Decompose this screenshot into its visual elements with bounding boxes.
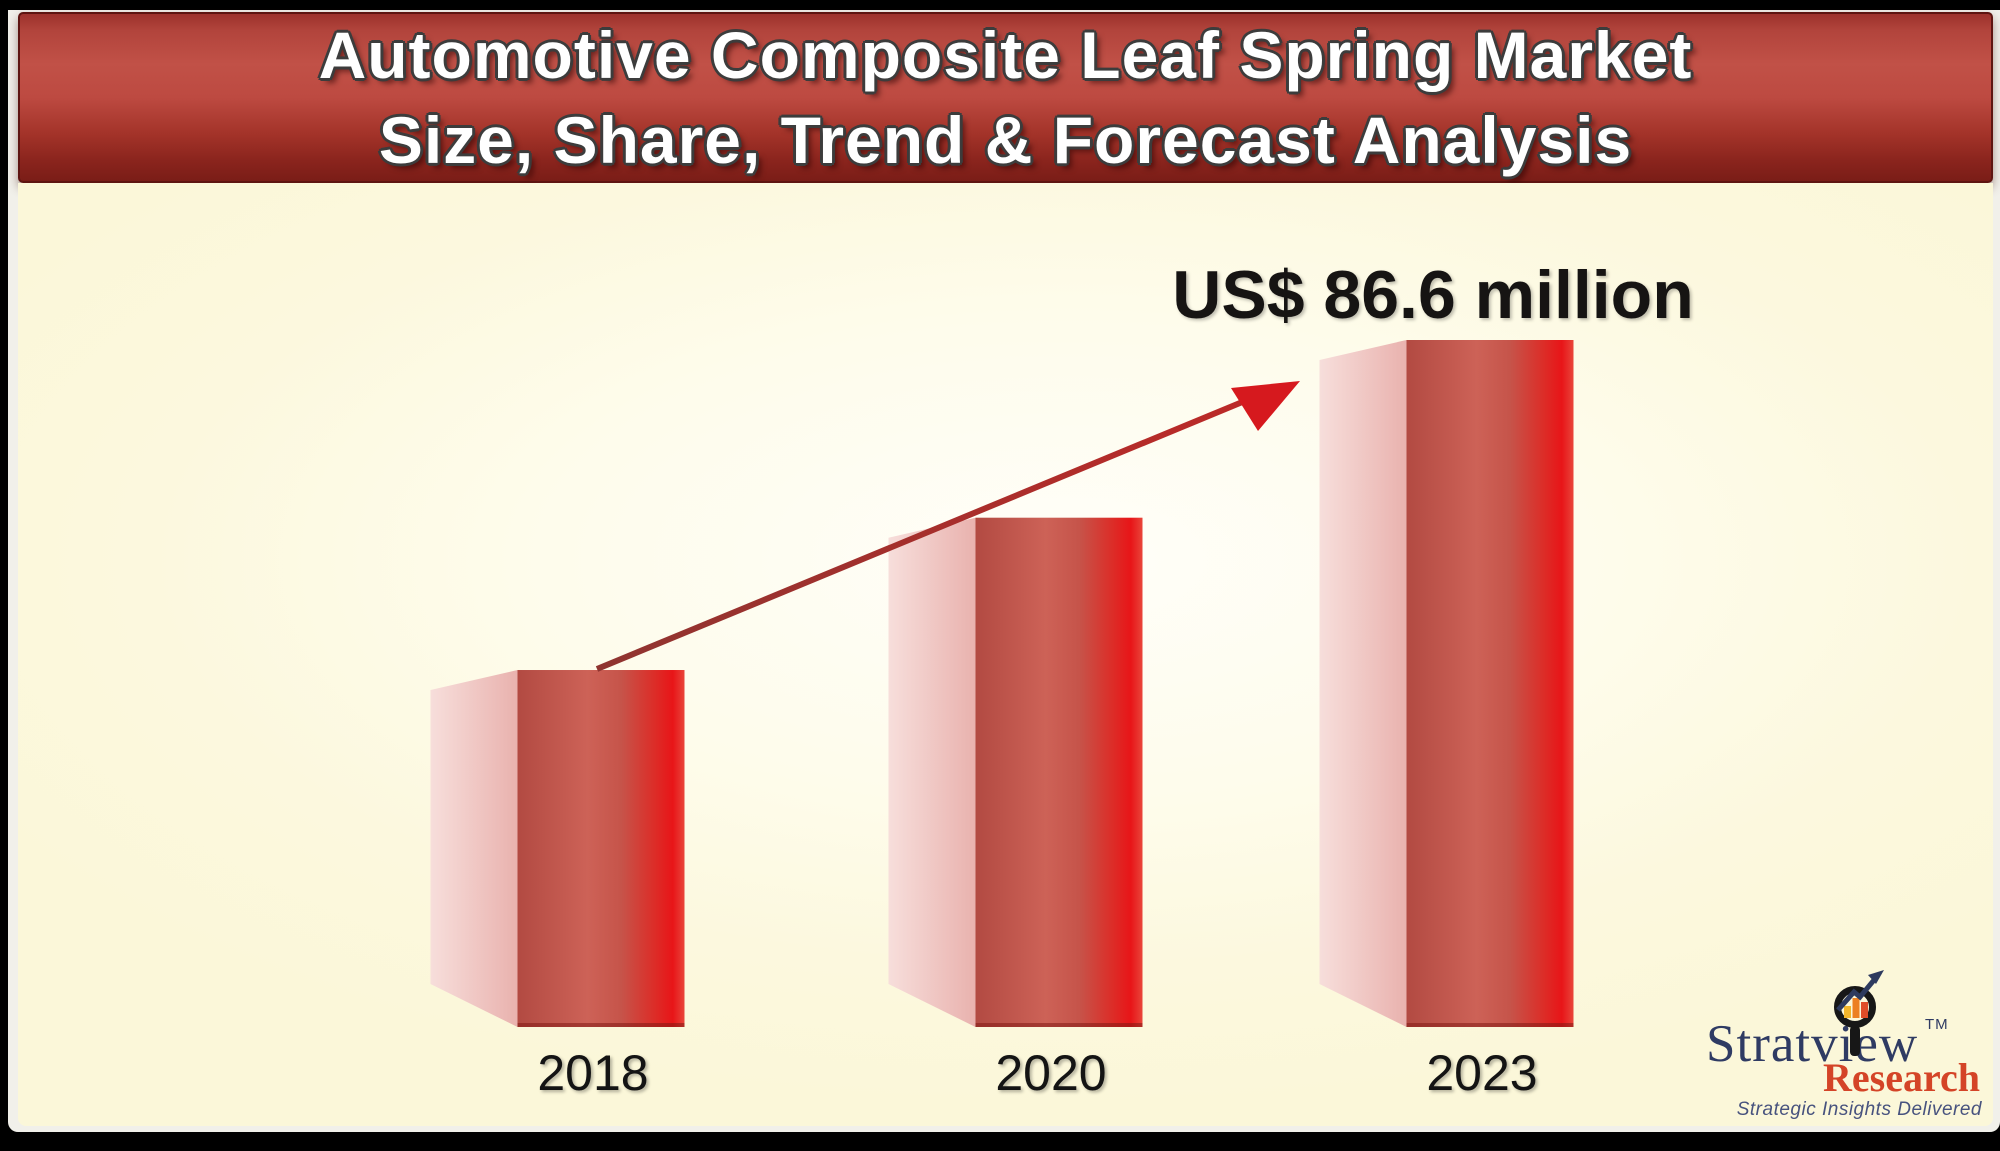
value-annotation: US$ 86.6 million xyxy=(1172,257,1694,333)
magnifier-growth-icon xyxy=(1834,970,1884,1056)
bar-bottom-edge xyxy=(975,1023,1143,1027)
bar-side-2023 xyxy=(1319,340,1407,1027)
bar-side-2020 xyxy=(888,517,976,1027)
category-label-2023: 2023 xyxy=(1426,1045,1538,1101)
bar-front-2020 xyxy=(975,517,1143,1027)
bar-front-2023 xyxy=(1406,340,1574,1027)
bar-bottom-edge xyxy=(517,1023,685,1027)
category-label-2018: 2018 xyxy=(537,1045,649,1101)
stratview-logo: Stratview TM Research Strategic Insights… xyxy=(1640,940,2000,1130)
logo-research: Research xyxy=(1823,1055,1980,1100)
title-line-2: Size, Share, Trend & Forecast Analysis xyxy=(378,102,1633,177)
title-banner: Automotive Composite Leaf Spring Market … xyxy=(18,12,1993,183)
logo-tagline: Strategic Insights Delivered xyxy=(1736,1099,1982,1120)
trend-arrow-icon xyxy=(595,381,1300,672)
bar-group xyxy=(430,340,1574,1027)
logo-tm: TM xyxy=(1925,1016,1949,1033)
title-line-1: Automotive Composite Leaf Spring Market xyxy=(318,17,1693,92)
category-label-2020: 2020 xyxy=(995,1045,1107,1101)
logo-wordmark: Stratview xyxy=(1706,1015,1919,1073)
bar-bottom-edge xyxy=(1406,1023,1574,1027)
bar-front-2018 xyxy=(517,670,685,1027)
bar-side-2018 xyxy=(430,670,518,1027)
